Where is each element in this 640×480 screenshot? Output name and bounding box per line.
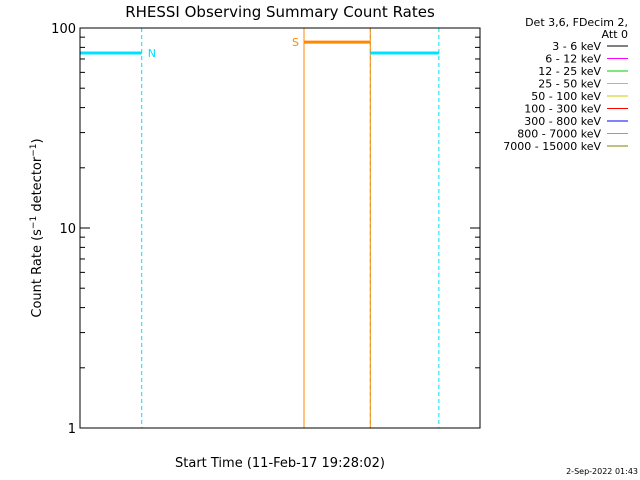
saa-label: S xyxy=(292,36,299,49)
y-tick-label: 1 xyxy=(68,422,76,437)
y-axis-label: Count Rate (s−1 detector−1) xyxy=(29,138,45,317)
legend-label: 7000 - 15000 keV xyxy=(503,140,601,153)
y-axis: 1 10 100 xyxy=(51,22,480,437)
legend-header-1: Det 3,6, FDecim 2, xyxy=(525,16,628,29)
legend-label: 12 - 25 keV xyxy=(538,65,601,78)
y-tick-label: 100 xyxy=(51,22,76,37)
legend-header-2: Att 0 xyxy=(602,28,628,41)
marker-layer: NS xyxy=(79,28,440,428)
night-label: N xyxy=(148,47,156,60)
plot-frame xyxy=(79,27,481,429)
legend-label: 25 - 50 keV xyxy=(538,78,601,91)
legend-label: 300 - 800 keV xyxy=(524,115,601,128)
legend-label: 100 - 300 keV xyxy=(524,103,601,116)
footer-date: 2-Sep-2022 01:43 xyxy=(566,467,638,476)
chart-title: RHESSI Observing Summary Count Rates xyxy=(125,3,435,21)
legend-label: 800 - 7000 keV xyxy=(517,128,601,141)
y-tick-label: 10 xyxy=(59,222,76,237)
legend-label: 6 - 12 keV xyxy=(545,53,601,66)
legend-label: 3 - 6 keV xyxy=(552,40,601,53)
legend-label: 50 - 100 keV xyxy=(531,90,601,103)
x-axis-label: Start Time (11-Feb-17 19:28:02) xyxy=(175,456,385,471)
